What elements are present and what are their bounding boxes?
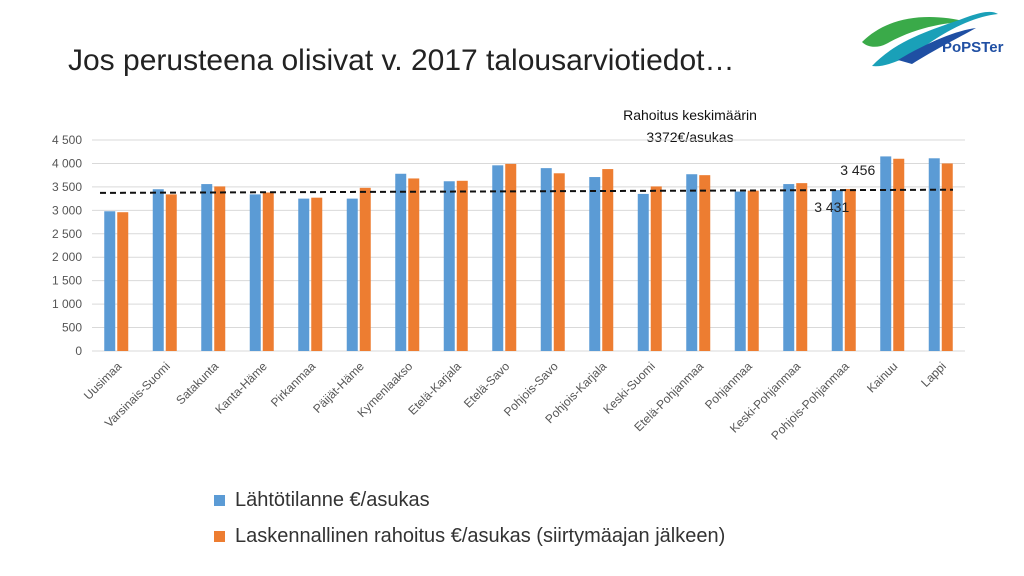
bar-series2 <box>505 163 517 351</box>
bar-series1 <box>298 198 310 351</box>
bar-series2 <box>262 192 274 351</box>
x-tick-label: Pohjanmaa <box>702 359 755 412</box>
y-tick-label: 4 000 <box>52 156 82 170</box>
average-label: Rahoitus keskimäärin 3372€/asukas <box>590 104 790 148</box>
bar-series1 <box>395 173 407 351</box>
legend-swatch-series2 <box>214 530 225 542</box>
legend-item-series2: Laskennallinen rahoitus €/asukas (siirty… <box>214 518 725 554</box>
chart-legend: Lähtötilanne €/asukas Laskennallinen rah… <box>214 482 725 554</box>
average-line-group <box>99 188 954 194</box>
average-label-line1: Rahoitus keskimäärin <box>623 107 757 123</box>
average-label-line2: 3372€/asukas <box>646 129 734 145</box>
logo-blue-swoosh <box>898 28 976 64</box>
bar-series1 <box>928 158 940 351</box>
data-annotation: 3 431 <box>814 199 849 215</box>
legend-label-series1: Lähtötilanne €/asukas <box>235 488 430 511</box>
x-tick-label: Kainuu <box>864 359 900 395</box>
bar-series1 <box>201 184 213 351</box>
bar-series2 <box>602 169 614 351</box>
bar-series2 <box>165 194 177 351</box>
bar-series2 <box>650 186 662 351</box>
y-tick-label: 2 500 <box>52 227 82 241</box>
bar-series2 <box>117 212 129 351</box>
logo-text: PoPSTer <box>942 39 1004 56</box>
x-tick-label: Kanta-Häme <box>212 359 270 417</box>
x-tick-label: Etelä-Karjala <box>405 359 464 418</box>
bar-series1 <box>783 184 795 351</box>
bar-series1 <box>686 174 698 351</box>
y-tick-label: 3 500 <box>52 180 82 194</box>
bar-series2 <box>214 186 226 351</box>
bar-series2 <box>311 197 323 351</box>
bar-series1 <box>443 181 455 351</box>
x-tick-label: Pirkanmaa <box>268 359 319 410</box>
bar-series1 <box>152 189 164 351</box>
bar-series2 <box>941 163 953 351</box>
bar-series1 <box>104 211 116 351</box>
y-tick-label: 1 500 <box>52 274 82 288</box>
x-tick-label: Lappi <box>918 359 949 390</box>
bar-series2 <box>844 188 856 351</box>
bar-series2 <box>359 187 371 351</box>
bar-series1 <box>249 194 261 351</box>
logo-teal-swoosh <box>872 11 998 67</box>
y-tick-label: 4 500 <box>52 133 82 147</box>
average-line <box>99 188 954 194</box>
bar-series2 <box>408 178 420 351</box>
bar-series2 <box>747 190 759 351</box>
y-tick-label: 500 <box>62 321 82 335</box>
chart-bars <box>104 156 953 351</box>
logo-green-swoosh <box>862 16 968 47</box>
x-tick-label: Etelä-Savo <box>461 359 513 411</box>
legend-item-series1: Lähtötilanne €/asukas <box>214 482 725 518</box>
bar-series1 <box>880 156 892 351</box>
x-tick-label: Uusimaa <box>81 359 125 403</box>
bar-series1 <box>831 190 843 351</box>
bar-series1 <box>637 193 649 351</box>
bar-series1 <box>540 168 552 351</box>
bar-series1 <box>492 165 504 351</box>
bar-series2 <box>553 173 565 351</box>
bar-series1 <box>346 198 358 351</box>
bar-series2 <box>796 183 808 351</box>
bar-series2 <box>893 158 905 351</box>
bar-series1 <box>589 177 601 351</box>
y-tick-label: 3 000 <box>52 203 82 217</box>
slide-title: Jos perusteena olisivat v. 2017 talousar… <box>68 44 735 77</box>
bar-series2 <box>456 180 468 351</box>
legend-label-series2: Laskennallinen rahoitus €/asukas (siirty… <box>235 524 726 547</box>
y-tick-label: 1 000 <box>52 297 82 311</box>
chart-grid <box>92 139 965 352</box>
legend-swatch-series1 <box>214 494 225 506</box>
x-tick-label: Satakunta <box>173 359 221 407</box>
y-tick-label: 0 <box>75 344 82 358</box>
y-axis: 0 500 1 000 1 500 2 000 2 500 3 000 3 500 4 000 4… <box>52 133 82 358</box>
bar-series1 <box>734 191 746 351</box>
bar-series2 <box>699 175 711 351</box>
popster-logo: PoPSTer <box>862 11 1004 67</box>
chart-annotations: 3 456 3 431 <box>814 162 875 215</box>
y-tick-label: 2 000 <box>52 250 82 264</box>
data-annotation: 3 456 <box>840 162 875 178</box>
